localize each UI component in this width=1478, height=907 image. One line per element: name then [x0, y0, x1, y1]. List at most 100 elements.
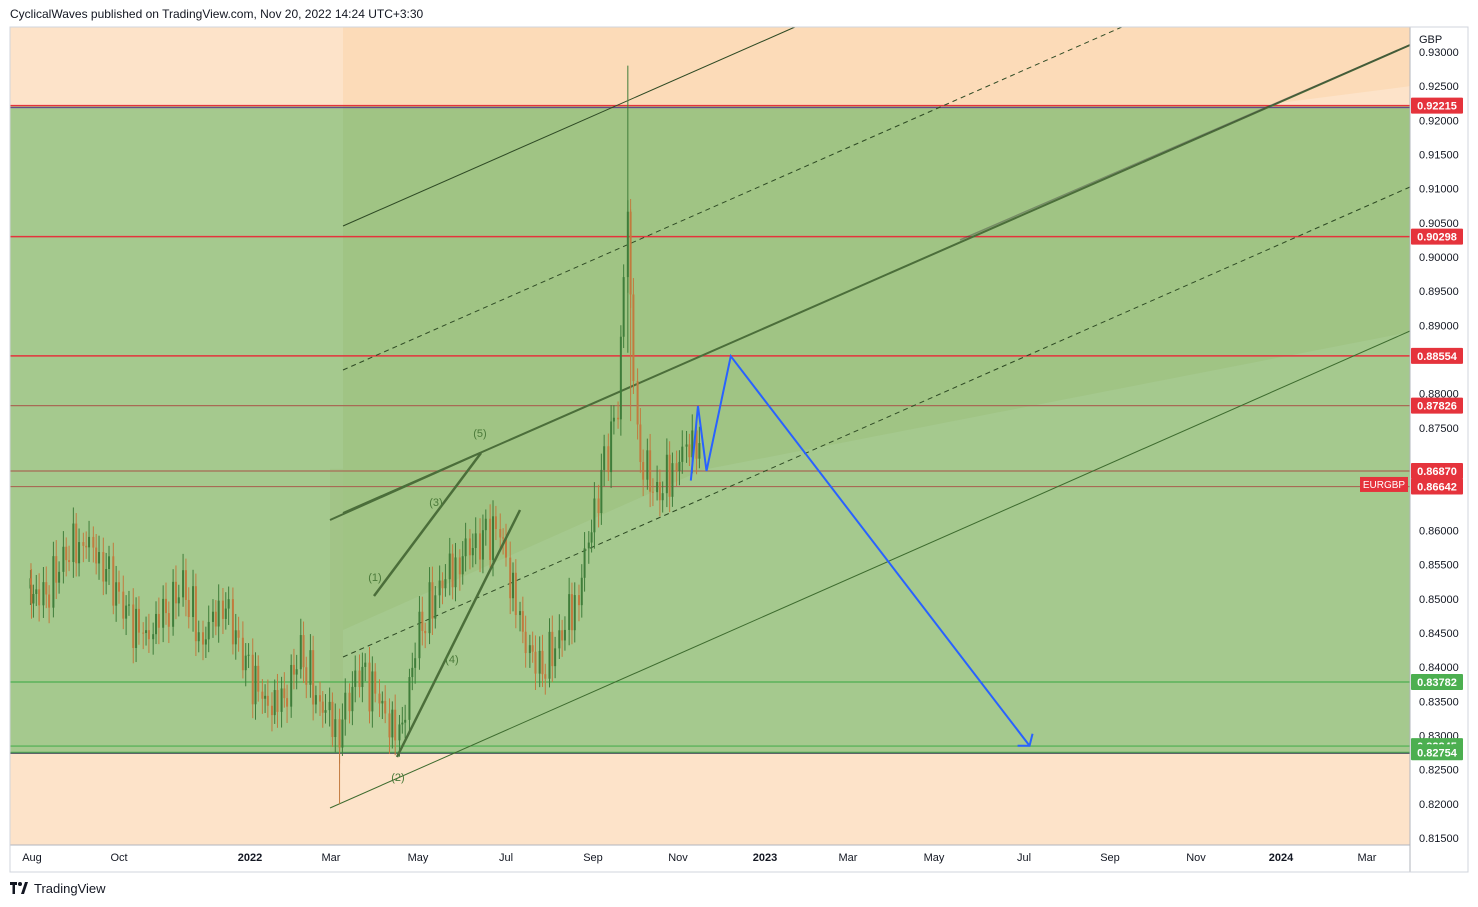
- candle-body: [681, 446, 684, 462]
- price-level-badge-text: 0.86642: [1417, 482, 1457, 494]
- candle-body: [573, 595, 576, 631]
- candle-body: [671, 463, 674, 497]
- price-level-badge-text: 0.83782: [1417, 677, 1457, 689]
- candle-body: [656, 481, 659, 493]
- price-tick-label: 0.81500: [1419, 833, 1459, 845]
- candle-body: [157, 613, 160, 628]
- candle-body: [276, 690, 279, 712]
- candle-body: [127, 604, 130, 606]
- candle-body: [147, 630, 150, 640]
- candle-body: [364, 662, 367, 667]
- wave-label: (4): [445, 654, 458, 666]
- candle-body: [224, 608, 227, 619]
- footer-brand[interactable]: TradingView: [10, 881, 106, 896]
- candle-body: [172, 581, 175, 627]
- candle-body: [431, 582, 434, 619]
- time-tick-label: Mar: [1358, 852, 1377, 864]
- price-axis: [1410, 27, 1468, 872]
- candle-body: [264, 695, 267, 699]
- time-tick-label: Jul: [499, 852, 513, 864]
- time-tick-label: Jul: [1017, 852, 1031, 864]
- candle-body: [348, 692, 351, 712]
- candle-body: [361, 666, 364, 688]
- candle-body: [247, 654, 250, 656]
- candle-body: [642, 462, 645, 480]
- price-tick-label: 0.91000: [1419, 184, 1459, 196]
- candle-body: [182, 570, 185, 598]
- candle-body: [438, 580, 441, 596]
- candle-body: [531, 645, 534, 652]
- price-tick-label: 0.89500: [1419, 286, 1459, 298]
- candle-body: [454, 557, 457, 588]
- candle-body: [424, 630, 427, 634]
- candle-body: [577, 595, 580, 606]
- candle-body: [78, 542, 81, 564]
- candle-body: [112, 556, 115, 606]
- time-tick-label: 2023: [753, 852, 777, 864]
- candle-body: [197, 632, 200, 642]
- symbol-badge-text: EURGBP: [1363, 480, 1406, 491]
- candle-body: [102, 552, 105, 582]
- candle-body: [505, 538, 507, 558]
- candle-body: [211, 611, 214, 622]
- candle-body: [202, 632, 205, 645]
- candle-body: [499, 529, 502, 538]
- time-tick-label: Mar: [322, 852, 341, 864]
- candle-body: [481, 530, 484, 560]
- candle-body: [471, 548, 474, 556]
- time-tick-label: Aug: [22, 852, 42, 864]
- candle-body: [368, 662, 371, 712]
- candle-body: [558, 630, 561, 649]
- candle-body: [58, 571, 61, 583]
- candle-body: [678, 461, 681, 472]
- price-level-badge: [1411, 97, 1463, 114]
- candle-body: [636, 381, 639, 425]
- candle-body: [494, 516, 497, 530]
- candle-body: [665, 454, 668, 494]
- candle-body: [273, 690, 276, 716]
- price-level-badge: [1411, 744, 1463, 761]
- candle-body: [538, 650, 541, 674]
- candle-body: [108, 556, 111, 569]
- candle-body: [688, 444, 691, 458]
- candle-body: [152, 634, 155, 640]
- candle-body: [603, 446, 606, 470]
- candle-body: [398, 724, 401, 741]
- price-tick-label: 0.85000: [1419, 594, 1459, 606]
- candle-body: [528, 645, 531, 654]
- candle-body: [334, 719, 337, 738]
- candle-body: [468, 538, 471, 556]
- candle-body: [388, 713, 391, 738]
- candle-body: [290, 664, 293, 707]
- candle-body: [685, 444, 688, 447]
- candle-body: [122, 591, 125, 619]
- candle-body: [95, 547, 98, 564]
- time-tick-label: Sep: [1100, 852, 1120, 864]
- candle-body: [414, 658, 417, 668]
- candle-body: [408, 677, 411, 720]
- candle-body: [309, 650, 312, 685]
- time-tick-label: 2024: [1269, 852, 1294, 864]
- candle-body: [125, 605, 128, 619]
- candle-body: [105, 568, 108, 582]
- candle-body: [371, 671, 374, 712]
- candle-body: [328, 701, 331, 711]
- candle-body: [639, 424, 642, 463]
- candle-body: [590, 532, 593, 543]
- candle-body: [174, 581, 177, 604]
- candle-body: [266, 695, 269, 706]
- candle-body: [299, 635, 302, 670]
- price-level-badge: [1411, 228, 1463, 245]
- candle-body: [324, 710, 327, 713]
- candle-body: [479, 533, 482, 560]
- candle-body: [319, 695, 322, 702]
- price-tick-label: 0.90000: [1419, 252, 1459, 264]
- candle-body: [600, 469, 603, 514]
- price-tick-label: 0.93000: [1419, 47, 1459, 59]
- candle-body: [52, 556, 55, 608]
- candle-body: [502, 537, 505, 539]
- candle-body: [561, 630, 564, 641]
- candle-body: [619, 336, 622, 420]
- candle-body: [524, 631, 527, 654]
